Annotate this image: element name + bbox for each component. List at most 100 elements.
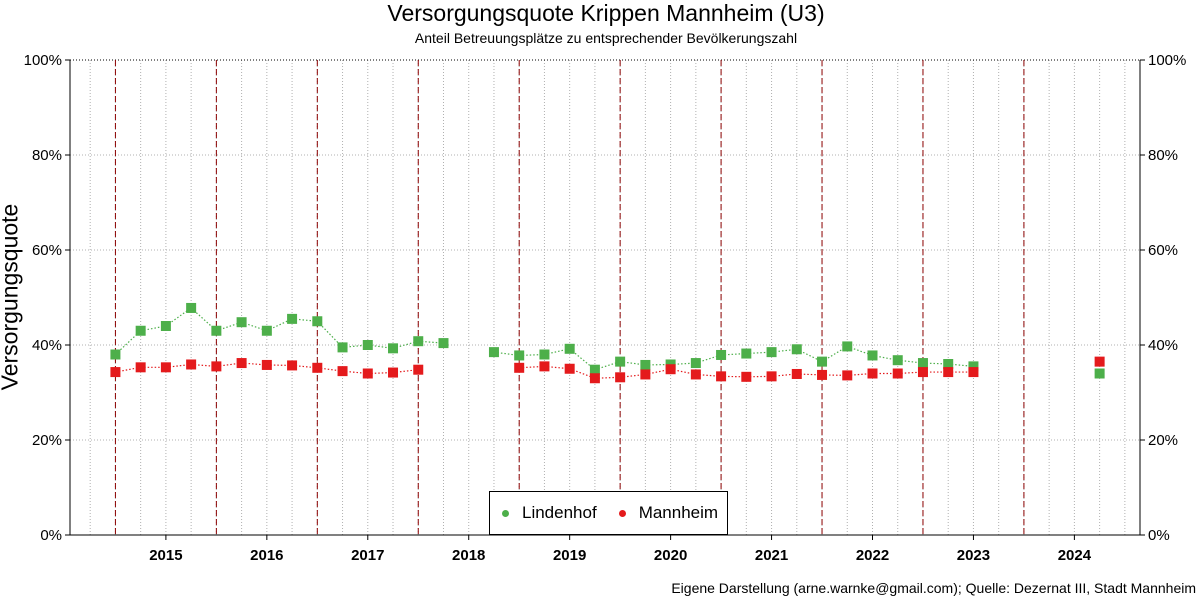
data-point-lindenhof (362, 340, 373, 350)
data-point-mannheim (817, 369, 828, 380)
data-point-mannheim (413, 364, 424, 375)
data-point-mannheim (589, 373, 600, 384)
data-point-lindenhof (968, 361, 979, 372)
data-point-lindenhof (211, 325, 222, 336)
data-point-lindenhof (337, 342, 348, 353)
data-point-lindenhof (817, 356, 828, 367)
data-point-mannheim (943, 367, 954, 378)
y-tick-label-left: 80% (32, 147, 62, 164)
x-tick-label: 2016 (250, 547, 283, 564)
data-point-mannheim (968, 367, 979, 378)
data-point-mannheim (186, 359, 197, 370)
data-point-lindenhof (589, 364, 600, 375)
data-point-lindenhof (488, 347, 499, 358)
data-point-mannheim (539, 361, 550, 372)
data-point-lindenhof (766, 347, 777, 358)
y-tick-label-right: 80% (1148, 147, 1178, 164)
data-point-mannheim (312, 362, 323, 373)
chart-subtitle: Anteil Betreuungsplätze zu entsprechende… (414, 30, 798, 46)
y-tick-label-right: 100% (1148, 52, 1186, 69)
data-point-mannheim (362, 368, 373, 379)
data-point-lindenhof (564, 343, 575, 354)
data-point-lindenhof (110, 349, 121, 360)
data-point-mannheim (135, 362, 146, 373)
data-point-lindenhof (943, 359, 954, 369)
y-tick-label-left: 20% (32, 432, 62, 449)
data-point-mannheim (791, 368, 802, 379)
data-point-lindenhof (186, 302, 197, 313)
x-tick-label: 2024 (1058, 547, 1092, 564)
y-tick-label-right: 60% (1148, 242, 1178, 259)
data-point-lindenhof (690, 358, 701, 369)
data-point-mannheim (110, 367, 121, 378)
x-tick-label: 2019 (553, 547, 586, 564)
data-point-mannheim (261, 359, 272, 370)
data-point-mannheim (564, 363, 575, 374)
source-caption: Eigene Darstellung (arne.warnke@gmail.co… (671, 580, 1196, 596)
x-tick-label: 2020 (654, 547, 687, 564)
data-point-lindenhof (438, 338, 449, 349)
data-point-mannheim (766, 371, 777, 382)
data-point-mannheim (690, 369, 701, 380)
data-point-lindenhof (615, 356, 626, 367)
data-point-lindenhof (867, 350, 878, 361)
data-point-mannheim (287, 360, 298, 371)
data-point-lindenhof (791, 344, 802, 355)
legend-marker-mannheim (618, 509, 626, 517)
data-point-lindenhof (312, 316, 323, 327)
y-tick-label-left: 100% (24, 52, 62, 69)
chart-title: Versorgungsquote Krippen Mannheim (U3) (387, 0, 825, 26)
data-point-lindenhof (1094, 368, 1105, 379)
data-point-mannheim (236, 358, 247, 369)
y-tick-label-right: 20% (1148, 432, 1178, 449)
data-point-mannheim (842, 370, 853, 381)
data-point-lindenhof (388, 343, 399, 354)
data-point-lindenhof (539, 349, 550, 360)
x-tick-label: 2015 (149, 547, 182, 564)
data-point-lindenhof (287, 313, 298, 324)
data-point-mannheim (716, 371, 727, 382)
legend-item-mannheim: Mannheim (618, 503, 719, 523)
x-tick-label: 2017 (351, 547, 384, 564)
data-point-mannheim (337, 366, 348, 377)
x-tick-label: 2018 (452, 547, 485, 564)
y-tick-label-left: 60% (32, 242, 62, 259)
series-connector-lindenhof (316, 320, 343, 348)
legend: Lindenhof Mannheim (489, 491, 728, 535)
data-point-mannheim (665, 364, 676, 375)
data-point-lindenhof (842, 341, 853, 352)
data-point-mannheim (892, 368, 903, 379)
data-point-lindenhof (514, 350, 525, 361)
data-point-lindenhof (413, 336, 424, 347)
x-tick-label: 2023 (957, 547, 990, 564)
data-point-mannheim (917, 367, 928, 378)
data-point-lindenhof (135, 325, 146, 336)
data-point-mannheim (741, 371, 752, 382)
data-point-mannheim (615, 372, 626, 383)
data-point-lindenhof (917, 358, 928, 369)
data-point-lindenhof (261, 325, 272, 336)
data-point-lindenhof (236, 317, 247, 328)
data-point-lindenhof (716, 349, 727, 360)
y-tick-label-left: 0% (40, 527, 62, 544)
data-point-mannheim (867, 368, 878, 379)
data-point-lindenhof (160, 321, 171, 331)
legend-item-lindenhof: Lindenhof (502, 503, 597, 523)
data-point-lindenhof (741, 348, 752, 359)
x-tick-label: 2021 (755, 547, 788, 564)
y-tick-label-left: 40% (32, 337, 62, 354)
data-point-mannheim (640, 369, 651, 380)
data-point-mannheim (388, 367, 399, 378)
x-tick-label: 2022 (856, 547, 889, 564)
legend-label-mannheim: Mannheim (638, 503, 719, 522)
data-point-mannheim (211, 361, 222, 372)
legend-label-lindenhof: Lindenhof (522, 503, 597, 522)
legend-marker-lindenhof (502, 509, 509, 517)
y-tick-label-right: 40% (1148, 337, 1178, 354)
data-point-mannheim (1094, 356, 1105, 367)
data-point-lindenhof (892, 355, 903, 366)
y-tick-label-right: 0% (1148, 527, 1170, 544)
data-point-mannheim (514, 362, 525, 373)
data-point-lindenhof (640, 359, 651, 370)
